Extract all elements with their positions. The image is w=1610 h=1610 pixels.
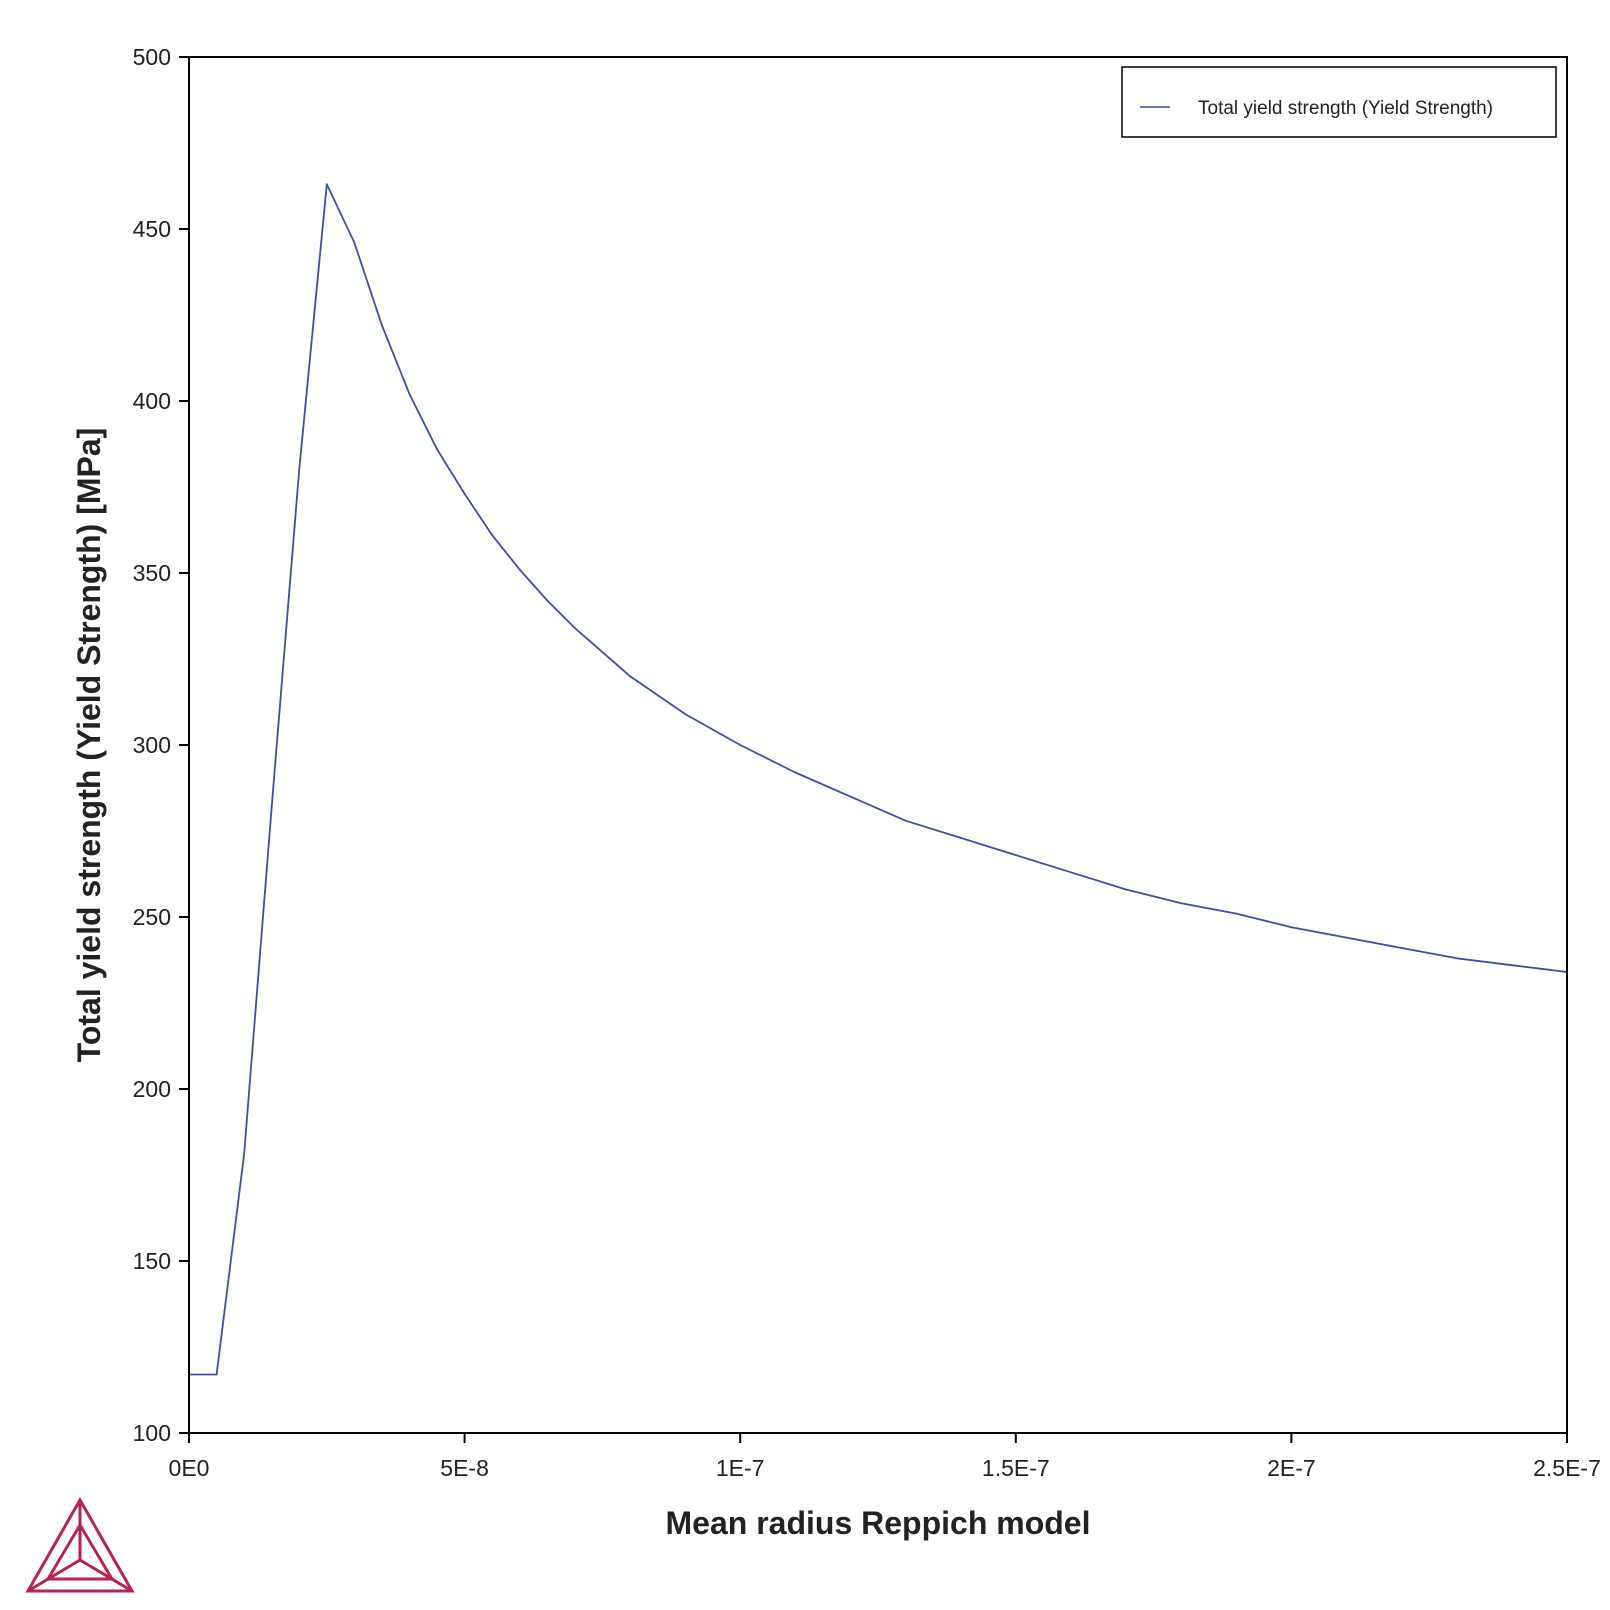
data-point	[1070, 871, 1072, 874]
series-line	[189, 183, 1568, 1376]
data-point	[353, 241, 356, 244]
data-point	[546, 599, 549, 602]
data-point	[243, 1153, 246, 1156]
y-tick-label: 100	[133, 1420, 171, 1446]
data-point	[1180, 902, 1183, 905]
data-point	[1510, 964, 1513, 967]
data-point	[381, 324, 383, 327]
y-tick-label: 200	[133, 1076, 171, 1102]
y-tick-label: 150	[133, 1248, 171, 1274]
y-tick-label: 250	[133, 904, 171, 930]
y-tick-label: 350	[133, 560, 171, 586]
data-point	[904, 819, 907, 822]
x-tick-label: 5E-8	[440, 1455, 489, 1481]
y-tick-label: 500	[133, 44, 171, 70]
data-point	[436, 448, 438, 451]
plot-frame	[188, 56, 1568, 1434]
x-axis-ticks: 0E0 5E-8 1E-7 1.5E-7 2E-7 2.5E-7	[169, 1433, 1601, 1481]
data-point	[573, 627, 576, 629]
data-point	[463, 492, 466, 495]
legend-box	[1121, 66, 1557, 138]
data-point	[298, 468, 301, 471]
thermo-calc-logo-icon	[25, 1496, 135, 1593]
data-point	[1235, 912, 1238, 915]
data-point	[518, 568, 521, 571]
x-tick-label: 0E0	[169, 1455, 210, 1481]
y-tick-label: 400	[133, 388, 171, 414]
data-point	[408, 393, 411, 396]
x-tick-label: 1E-7	[716, 1455, 765, 1481]
data-point	[794, 771, 797, 774]
x-tick-label: 2E-7	[1267, 1455, 1316, 1481]
data-point	[959, 836, 962, 839]
data-point	[1455, 957, 1458, 960]
data-point	[1290, 926, 1293, 929]
x-tick-label: 2.5E-7	[1533, 1455, 1601, 1481]
data-point	[1345, 936, 1348, 939]
data-point	[629, 675, 631, 678]
y-axis-ticks: 100 150 200 250 300 350 400 450 500	[133, 44, 189, 1446]
legend: Total yield strength (Yield Strength)	[1121, 66, 1557, 138]
data-point	[849, 795, 852, 798]
data-point	[1400, 947, 1403, 949]
y-tick-label: 300	[133, 732, 171, 758]
y-tick-label: 450	[133, 216, 171, 242]
data-point	[739, 744, 742, 746]
data-point	[601, 651, 604, 654]
x-tick-label: 1.5E-7	[982, 1455, 1050, 1481]
y-axis-title: Total yield strength (Yield Strength) [M…	[71, 428, 107, 1063]
x-axis-title: Mean radius Reppich model	[666, 1505, 1091, 1541]
plot-area	[188, 183, 1568, 1376]
data-point	[684, 713, 686, 715]
data-point	[491, 534, 494, 537]
data-point	[215, 1373, 218, 1376]
data-point	[270, 806, 273, 808]
legend-label: Total yield strength (Yield Strength)	[1198, 98, 1493, 119]
data-point	[1125, 888, 1127, 891]
data-point	[325, 183, 328, 186]
data-point	[1014, 854, 1017, 856]
